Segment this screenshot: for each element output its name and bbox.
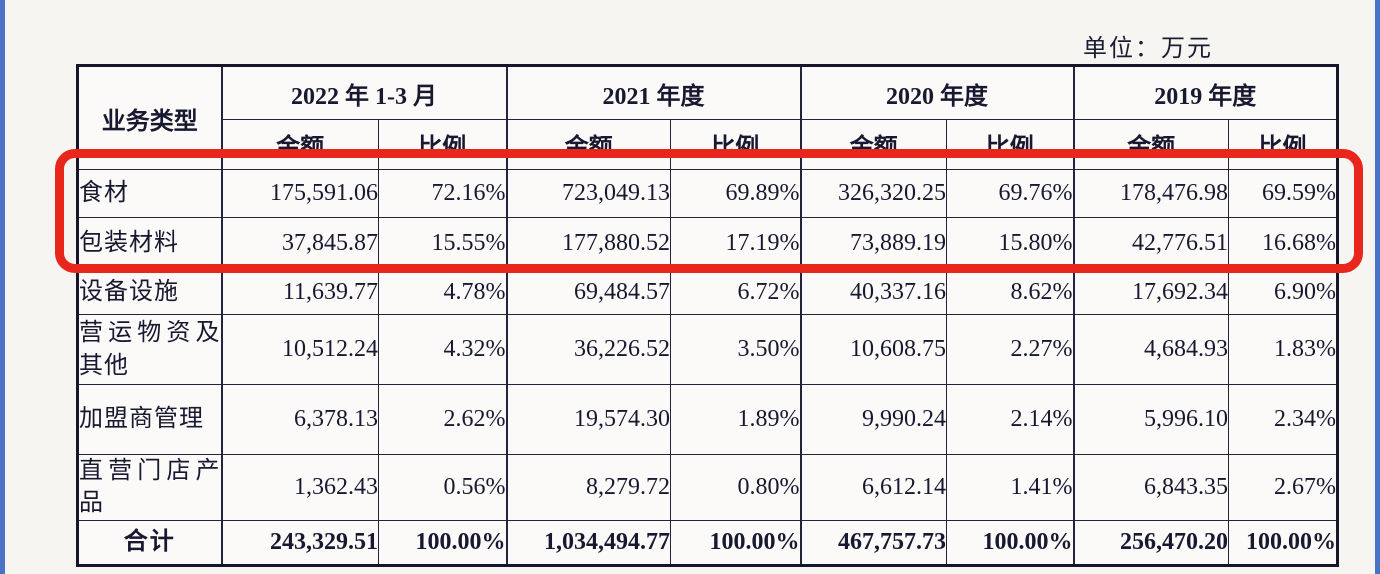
- cell-amount: 11,639.77: [220, 269, 379, 315]
- unit-label: 单位：万元: [1083, 36, 1213, 62]
- cell-ratio: 4.78%: [378, 269, 507, 315]
- cell-ratio: 15.80%: [946, 217, 1074, 270]
- cell-ratio: 100.00%: [946, 519, 1074, 566]
- cell-amount: 175,591.06: [220, 169, 379, 218]
- subheader-ratio: 比例: [1228, 119, 1338, 170]
- cell-amount: 6,843.35: [1072, 454, 1229, 521]
- subheader-amount: 金额: [1072, 119, 1229, 170]
- cell-ratio: 100.00%: [1228, 519, 1338, 566]
- cell-ratio: 2.34%: [1228, 384, 1338, 455]
- cell-amount: 69,484.57: [505, 269, 671, 315]
- cell-amount: 1,362.43: [220, 454, 379, 521]
- cell-ratio: 69.89%: [670, 169, 801, 218]
- cell-amount: 8,279.72: [505, 454, 671, 521]
- cell-amount: 6,612.14: [799, 454, 947, 521]
- cell-amount: 6,378.13: [220, 384, 379, 455]
- header-row-periods: 业务类型 2022 年 1-3 月 2021 年度 2020 年度 2019 年…: [77, 65, 1338, 170]
- corner-header: 业务类型: [77, 65, 222, 170]
- cell-ratio: 100.00%: [378, 519, 507, 566]
- subheader-amount: 金额: [220, 119, 379, 170]
- row-category: 营运物资及其他: [77, 314, 222, 385]
- cell-amount: 178,476.98: [1072, 169, 1229, 218]
- cell-amount: 19,574.30: [505, 384, 671, 455]
- cell-ratio: 2.14%: [946, 384, 1074, 455]
- cell-amount: 4,684.93: [1072, 314, 1229, 385]
- cell-ratio: 17.19%: [670, 217, 801, 270]
- cell-amount: 37,845.87: [220, 217, 379, 270]
- subheader-ratio: 比例: [670, 119, 801, 170]
- header-row-subcolumns: 金额 比例 金额 比例 金额 比例 金额 比例: [78, 119, 1338, 170]
- cell-amount: 1,034,494.77: [505, 519, 671, 566]
- cell-ratio: 0.56%: [378, 454, 507, 521]
- subheader-amount: 金额: [505, 119, 671, 170]
- row-category: 包装材料: [77, 217, 222, 270]
- table-row-food: 食材 175,591.06 72.16% 723,049.13 69.89% 3…: [77, 169, 1338, 218]
- cell-ratio: 72.16%: [378, 169, 507, 218]
- table-row-franchisee-mgmt: 加盟商管理 6,378.13 2.62% 19,574.30 1.89% 9,9…: [77, 384, 1338, 455]
- cell-ratio: 0.80%: [670, 454, 801, 521]
- row-category: 食材: [77, 169, 222, 218]
- cell-ratio: 69.59%: [1228, 169, 1338, 218]
- cell-ratio: 8.62%: [946, 269, 1074, 315]
- cell-amount: 17,692.34: [1072, 269, 1229, 315]
- cell-ratio: 15.55%: [378, 217, 507, 270]
- table-row-operating-supplies: 营运物资及其他 10,512.24 4.32% 36,226.52 3.50% …: [77, 314, 1338, 385]
- cell-ratio: 2.67%: [1228, 454, 1338, 521]
- subheader-amount: 金额: [799, 119, 947, 170]
- page-edge-left-strip: [0, 0, 5, 574]
- cell-amount: 36,226.52: [505, 314, 671, 385]
- financial-table: 业务类型 2022 年 1-3 月 2021 年度 2020 年度 2019 年…: [76, 64, 1339, 567]
- cell-ratio: 6.72%: [670, 269, 801, 315]
- cell-ratio: 69.76%: [946, 169, 1074, 218]
- cell-ratio: 2.62%: [378, 384, 507, 455]
- cell-ratio: 1.89%: [670, 384, 801, 455]
- cell-ratio: 3.50%: [670, 314, 801, 385]
- total-label: 合计: [77, 519, 222, 566]
- period-header-2021: 2021 年度: [505, 65, 801, 120]
- page-edge-right-strip: [1375, 0, 1380, 574]
- cell-ratio: 1.83%: [1228, 314, 1338, 385]
- row-category: 加盟商管理: [77, 384, 222, 455]
- period-header-2020: 2020 年度: [799, 65, 1074, 120]
- table-row-total: 合计 243,329.51 100.00% 1,034,494.77 100.0…: [77, 519, 1338, 566]
- row-category: 设备设施: [77, 269, 222, 315]
- cell-amount: 73,889.19: [799, 217, 947, 270]
- cell-amount: 40,337.16: [799, 269, 947, 315]
- cell-ratio: 4.32%: [378, 314, 507, 385]
- subheader-ratio: 比例: [946, 119, 1074, 170]
- cell-amount: 9,990.24: [799, 384, 947, 455]
- cell-amount: 42,776.51: [1072, 217, 1229, 270]
- cell-amount: 10,608.75: [799, 314, 947, 385]
- table-row-equipment: 设备设施 11,639.77 4.78% 69,484.57 6.72% 40,…: [77, 269, 1338, 315]
- cell-ratio: 100.00%: [670, 519, 801, 566]
- cell-amount: 326,320.25: [799, 169, 947, 218]
- cell-amount: 5,996.10: [1072, 384, 1229, 455]
- cell-amount: 10,512.24: [220, 314, 379, 385]
- cell-amount: 256,470.20: [1072, 519, 1229, 566]
- table-row-packaging: 包装材料 37,845.87 15.55% 177,880.52 17.19% …: [77, 217, 1338, 270]
- row-category: 直营门店产品: [77, 454, 222, 521]
- table-row-direct-store: 直营门店产品 1,362.43 0.56% 8,279.72 0.80% 6,6…: [77, 454, 1338, 521]
- period-header-2022: 2022 年 1-3 月: [220, 65, 507, 120]
- cell-ratio: 6.90%: [1228, 269, 1338, 315]
- subheader-ratio: 比例: [378, 119, 507, 170]
- cell-amount: 467,757.73: [799, 519, 947, 566]
- cell-amount: 243,329.51: [220, 519, 379, 566]
- cell-amount: 177,880.52: [505, 217, 671, 270]
- cell-ratio: 2.27%: [946, 314, 1074, 385]
- cell-amount: 723,049.13: [505, 169, 671, 218]
- cell-ratio: 16.68%: [1228, 217, 1338, 270]
- cell-ratio: 1.41%: [946, 454, 1074, 521]
- period-header-2019: 2019 年度: [1072, 65, 1338, 120]
